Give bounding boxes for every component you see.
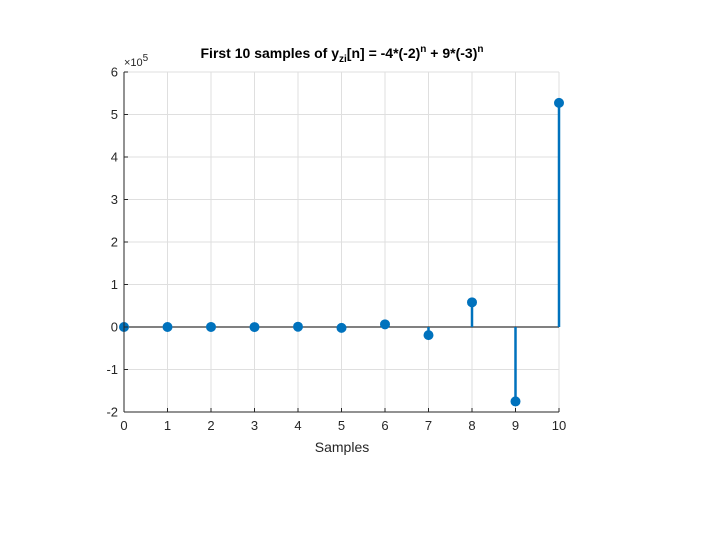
x-tick-labels: 0 1 2 3 4 5 6 7 8 9 10 [120, 418, 566, 433]
axes [123, 71, 560, 413]
stem-marker [293, 321, 303, 332]
x-tick-label: 8 [468, 418, 475, 433]
stem-marker [423, 330, 434, 341]
stem-marker [249, 322, 260, 333]
x-tick-label: 4 [294, 418, 301, 433]
title-superscript-1: n [420, 44, 426, 55]
title-superscript-2: n [477, 44, 483, 55]
x-tick-label: 10 [552, 418, 566, 433]
x-tick-label: 2 [207, 418, 214, 433]
x-tick-label: 6 [381, 418, 388, 433]
title-subscript: zi [339, 54, 347, 65]
y-tick-label: 0 [111, 320, 118, 335]
stem-marker [336, 322, 347, 333]
stem-marker [162, 322, 173, 333]
y-tick-labels: -2 -1 0 1 2 3 4 5 6 [106, 65, 118, 420]
chart-title: First 10 samples of yzi[n] = -4*(-2)n + … [201, 44, 484, 65]
stem-marker [206, 321, 216, 332]
y-exponent-base: ×10 [124, 57, 143, 69]
y-tick-label: 3 [111, 192, 118, 207]
title-prefix: First 10 samples of y [201, 45, 340, 61]
y-tick-label: 2 [111, 235, 118, 250]
y-exponent-power: 5 [143, 53, 149, 64]
title-middle: [n] = -4*(-2) [347, 45, 421, 61]
y-tick-label: 6 [111, 65, 118, 80]
x-tick-label: 7 [425, 418, 432, 433]
x-tick-label: 1 [164, 418, 171, 433]
y-tick-label: 4 [111, 150, 118, 165]
y-tick-label: 5 [111, 107, 118, 122]
stem-marker [510, 396, 521, 407]
x-tick-label: 0 [120, 418, 127, 433]
x-axis-label: Samples [315, 439, 369, 455]
stem-marker [467, 297, 477, 308]
y-tick-label: 1 [111, 277, 118, 292]
markers [119, 97, 564, 407]
title-between: + 9*(-3) [426, 45, 477, 61]
y-tick-label: -1 [106, 362, 118, 377]
y-exponent-label: ×105 [124, 53, 149, 69]
stem-marker [554, 97, 564, 108]
x-tick-label: 3 [251, 418, 258, 433]
x-tick-label: 5 [338, 418, 345, 433]
y-tick-label: -2 [106, 405, 118, 420]
x-tick-label: 9 [512, 418, 519, 433]
stem-marker [380, 319, 390, 330]
